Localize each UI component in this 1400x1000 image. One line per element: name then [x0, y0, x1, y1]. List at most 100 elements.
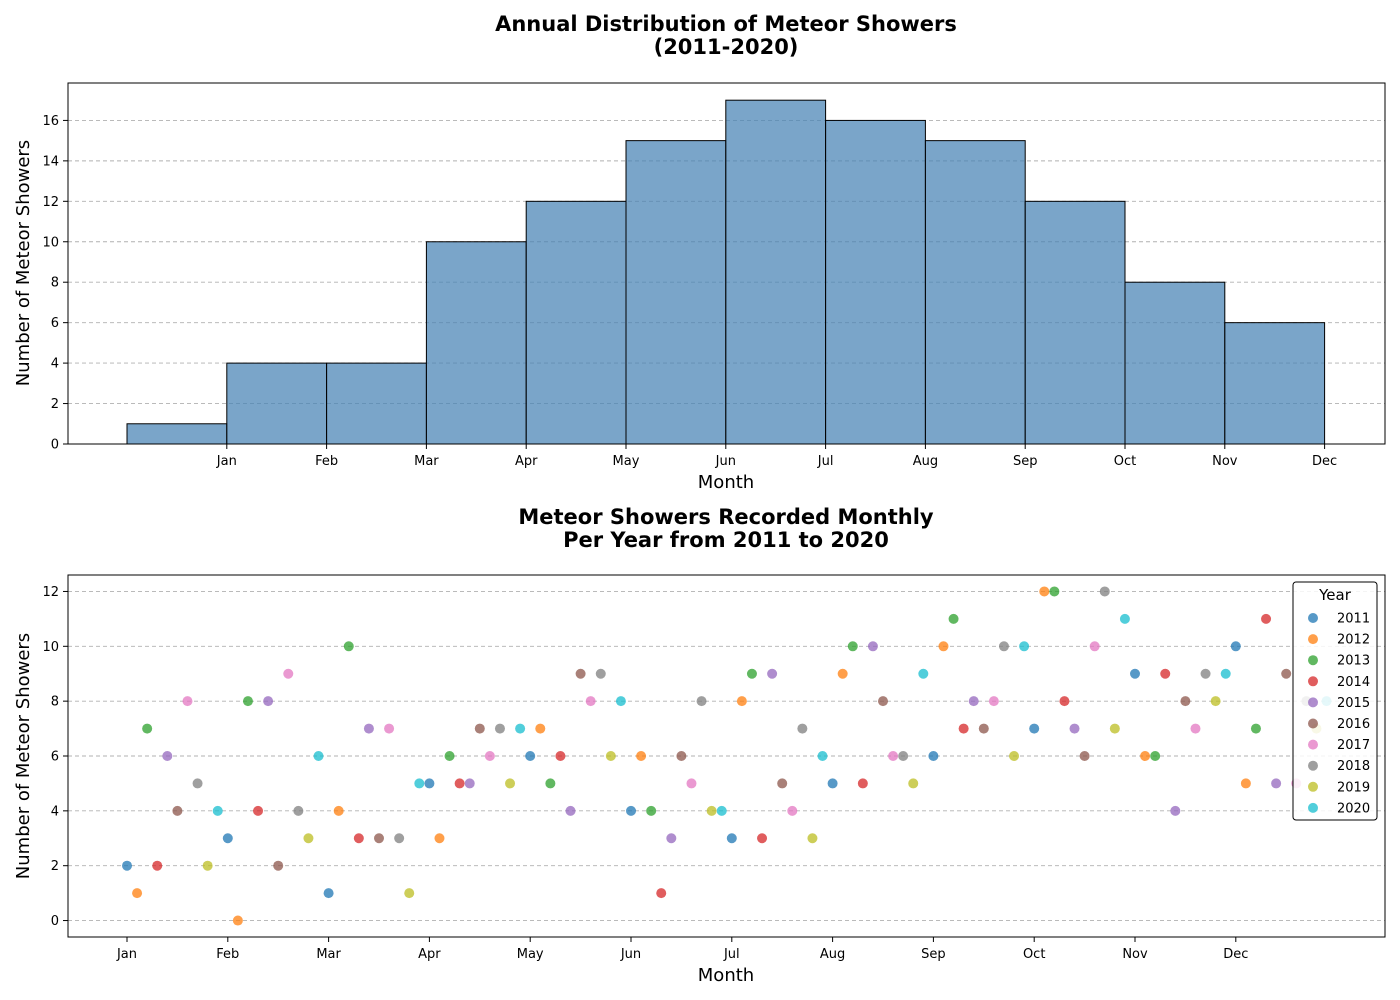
- scatter-point-2013: [1150, 751, 1161, 761]
- scatter-point-2014: [253, 805, 264, 816]
- scatter-point-2011: [122, 860, 132, 871]
- bottom-y-tick-label: 2: [51, 859, 59, 874]
- scatter-point-2017: [888, 751, 899, 761]
- scatter-point-2016: [172, 805, 183, 816]
- scatter-point-2014: [1059, 696, 1070, 707]
- scatter-point-2019: [1210, 696, 1221, 707]
- histogram-bar: [425, 241, 527, 445]
- scatter-point-2019: [404, 888, 415, 899]
- legend-marker-2019: [1308, 781, 1318, 792]
- bottom-chart-title-line1: Meteor Showers Recorded Monthly: [518, 505, 934, 529]
- legend-label-2019: 2019: [1337, 780, 1370, 795]
- scatter-point-2019: [908, 778, 919, 789]
- scatter-point-2017: [1190, 723, 1201, 734]
- bottom-x-tick-label: Jun: [620, 947, 641, 962]
- scatter-point-2013: [142, 723, 153, 734]
- top-y-tick-label: 6: [51, 316, 59, 331]
- bottom-x-tick-label: Mar: [316, 947, 341, 962]
- scatter-point-2013: [847, 641, 858, 652]
- top-y-tick-label: 14: [42, 154, 59, 169]
- top-x-tick-label: Jun: [715, 454, 736, 469]
- scatter-point-2013: [343, 641, 354, 652]
- top-chart-x-axis-label: Month: [698, 472, 754, 493]
- scatter-point-2015: [1271, 778, 1282, 789]
- bottom-chart-title-line2: Per Year from 2011 to 2020: [563, 528, 889, 552]
- scatter-point-2013: [948, 613, 959, 624]
- legend-marker-2020: [1308, 802, 1318, 813]
- scatter-point-2017: [585, 696, 596, 707]
- legend-marker-2017: [1308, 739, 1318, 750]
- scatter-point-2013: [1049, 586, 1060, 597]
- scatter-point-2019: [706, 805, 717, 816]
- scatter-point-2016: [978, 723, 989, 734]
- scatter-point-2014: [958, 723, 969, 734]
- scatter-point-2012: [333, 805, 344, 816]
- top-x-tick-label: Sep: [1013, 454, 1038, 469]
- scatter-point-2011: [525, 751, 536, 761]
- scatter-point-2012: [1039, 586, 1050, 597]
- legend-marker-2013: [1308, 655, 1318, 666]
- scatter-point-2013: [746, 668, 757, 679]
- scatter-point-2017: [484, 751, 495, 761]
- scatter-point-2011: [626, 805, 636, 816]
- top-x-tick-label: Dec: [1312, 454, 1337, 469]
- scatter-point-2019: [1009, 751, 1020, 761]
- histogram-bar: [725, 99, 827, 445]
- scatter-point-2012: [636, 751, 647, 761]
- top-chart-frame: [67, 82, 1386, 445]
- scatter-point-2018: [797, 723, 808, 734]
- histogram-chart: Annual Distribution of Meteor Showers (2…: [13, 12, 1386, 493]
- scatter-point-2019: [1109, 723, 1120, 734]
- legend-marker-2015: [1308, 697, 1318, 708]
- scatter-point-2014: [1160, 668, 1171, 679]
- legend-label-2020: 2020: [1337, 801, 1370, 816]
- scatter-point-2016: [273, 860, 284, 871]
- histogram-bar: [525, 200, 627, 445]
- top-chart-title-line2: (2011-2020): [654, 35, 799, 59]
- bottom-chart-x-axis-label: Month: [698, 965, 754, 986]
- top-y-tick-label: 10: [42, 235, 59, 250]
- bottom-y-tick-label: 12: [42, 585, 59, 600]
- scatter-point-2015: [565, 805, 576, 816]
- legend-label-2015: 2015: [1337, 696, 1370, 711]
- top-x-tick-label: Jul: [817, 454, 834, 469]
- scatter-point-2016: [374, 833, 384, 844]
- scatter-point-2020: [414, 778, 425, 789]
- scatter-point-2011: [1029, 723, 1040, 734]
- scatter-point-2011: [827, 778, 838, 789]
- scatter-point-2012: [938, 641, 949, 652]
- histogram-bar: [1224, 322, 1326, 445]
- legend-title: Year: [1318, 586, 1352, 604]
- top-chart-y-axis-label: Number of Meteor Showers: [13, 140, 34, 386]
- bottom-y-tick-label: 8: [51, 695, 59, 710]
- bottom-x-tick-label: Jul: [723, 947, 740, 962]
- scatter-point-2013: [1250, 723, 1261, 734]
- legend-label-2012: 2012: [1337, 633, 1370, 648]
- top-chart-y-ticks: 0 2 4 6 8 10 12 14 16: [42, 114, 68, 453]
- scatter-point-2018: [394, 833, 405, 844]
- top-y-tick-label: 4: [51, 357, 59, 372]
- scatter-point-2015: [767, 668, 778, 679]
- scatter-point-2020: [212, 805, 223, 816]
- legend-marker-2011: [1308, 613, 1318, 623]
- scatter-point-2020: [1220, 668, 1231, 679]
- scatter-point-2020: [615, 696, 626, 707]
- bottom-x-tick-label: Sep: [921, 947, 946, 962]
- scatter-point-2011: [1230, 641, 1241, 652]
- bottom-chart-y-ticks: 0 2 4 6 8 10 12: [42, 585, 68, 929]
- scatter-point-2013: [444, 751, 455, 761]
- scatter-point-2012: [1240, 778, 1251, 789]
- bottom-chart-points: [122, 586, 1332, 926]
- top-x-tick-label: May: [613, 454, 640, 469]
- histogram-bar: [1024, 200, 1126, 445]
- top-y-tick-label: 8: [51, 276, 59, 291]
- scatter-point-2019: [505, 778, 516, 789]
- legend-marker-2012: [1308, 634, 1318, 645]
- scatter-point-2020: [1019, 641, 1030, 652]
- scatter-point-2013: [646, 805, 657, 816]
- scatter-point-2011: [222, 833, 233, 844]
- scatter-point-2011: [1130, 668, 1140, 679]
- top-y-tick-label: 16: [42, 114, 59, 129]
- scatter-point-2014: [555, 751, 566, 761]
- scatter-point-2020: [313, 751, 324, 761]
